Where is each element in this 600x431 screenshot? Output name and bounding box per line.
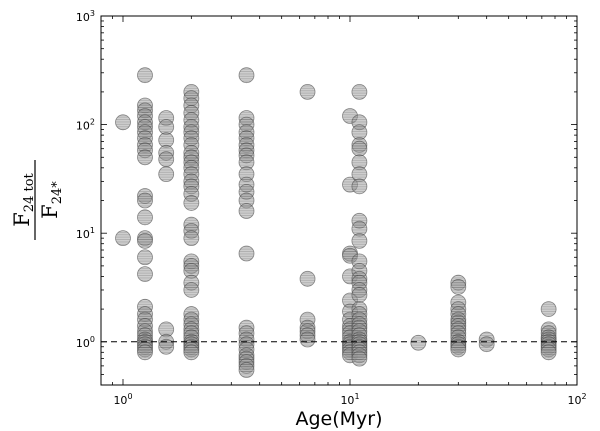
data-point	[540, 344, 557, 361]
data-point	[137, 249, 153, 266]
y-tick-label: 101	[76, 226, 95, 241]
data-point	[137, 344, 153, 361]
data-point	[299, 331, 316, 348]
data-point	[183, 344, 200, 361]
data-point	[351, 84, 368, 100]
data-point	[137, 209, 153, 226]
data-point	[410, 334, 427, 351]
data-point	[183, 282, 200, 298]
data-point	[238, 67, 255, 84]
data-point	[137, 192, 153, 209]
data-point	[238, 362, 255, 378]
data-points	[115, 67, 557, 378]
data-point	[238, 203, 255, 219]
y-tick-label: 100	[76, 335, 95, 350]
y-axis-title-numerator: F24 tot	[10, 172, 37, 226]
data-point	[540, 301, 557, 318]
data-point	[183, 230, 200, 247]
data-point	[351, 140, 368, 157]
y-denominator-main: F	[38, 204, 62, 219]
data-point	[137, 266, 153, 283]
data-point	[238, 245, 255, 262]
axis-ticks	[100, 15, 578, 386]
data-point	[299, 270, 316, 287]
data-point	[158, 151, 175, 168]
data-point	[351, 350, 368, 367]
data-point	[183, 195, 200, 211]
y-numerator-sub: 24 tot	[22, 172, 37, 212]
data-point	[115, 230, 131, 247]
y-axis-title-denominator: F24*	[38, 181, 65, 219]
y-denominator-sub: 24*	[50, 181, 65, 205]
x-axis-title: Age(Myr)	[295, 408, 382, 430]
y-axis-title: F24 tot F24*	[10, 160, 65, 240]
data-point	[158, 166, 175, 183]
data-point	[137, 232, 153, 249]
plot-area	[101, 16, 577, 385]
data-point	[351, 178, 368, 195]
axis-tick-labels: 100 101 102 100 101 102 103	[76, 9, 587, 407]
data-point	[137, 149, 153, 166]
y-tick-label: 102	[76, 118, 95, 133]
data-point	[450, 341, 467, 358]
data-point	[450, 279, 467, 295]
data-point	[478, 336, 495, 353]
y-numerator-main: F	[10, 212, 34, 227]
data-point	[351, 232, 368, 249]
y-tick-label: 103	[76, 9, 95, 24]
data-point	[351, 287, 368, 303]
data-point	[299, 84, 316, 100]
x-tick-label: 102	[567, 392, 586, 407]
data-point	[115, 114, 131, 131]
data-point	[137, 67, 153, 84]
x-tick-label: 100	[113, 392, 132, 407]
data-point	[158, 338, 175, 355]
x-tick-label: 101	[340, 392, 359, 407]
